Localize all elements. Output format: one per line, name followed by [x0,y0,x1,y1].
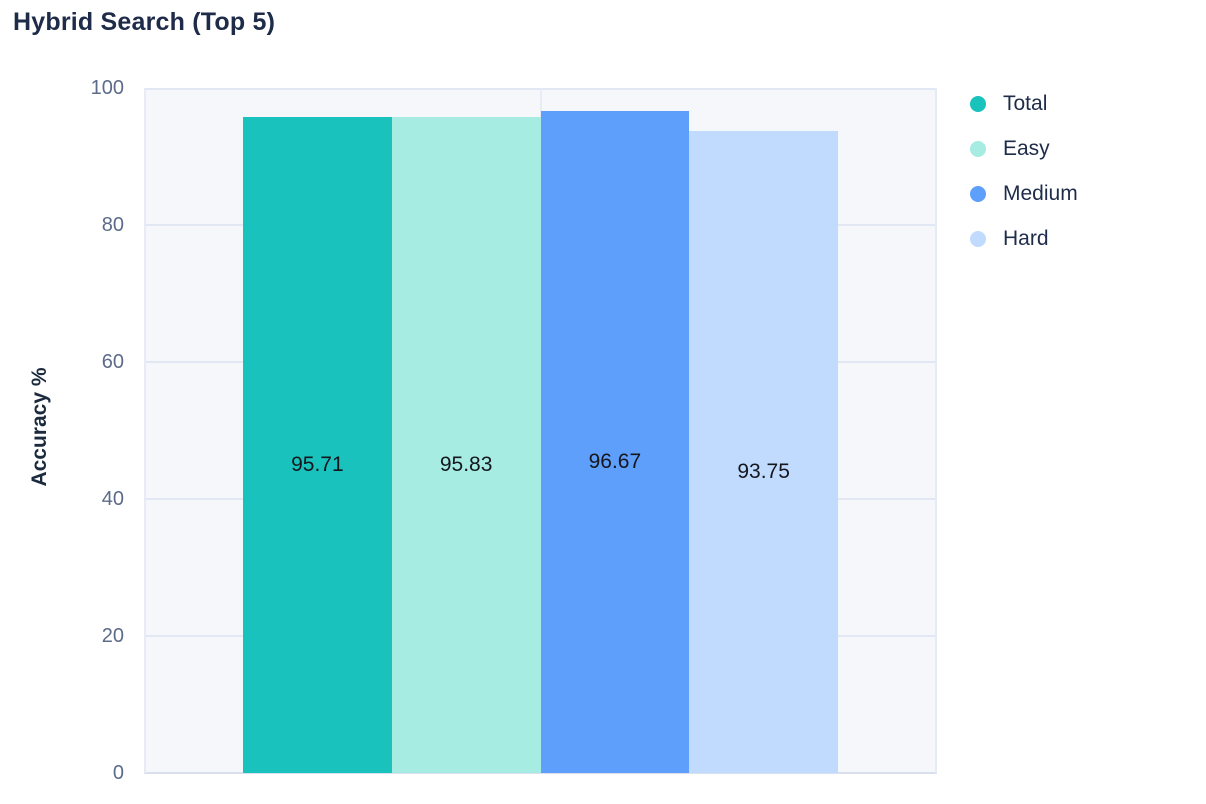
legend-item-hard[interactable]: Hard [970,225,1078,253]
y-tick-label-80: 80 [101,214,124,236]
bar-value-label-total: 95.71 [291,453,344,477]
legend-dot-icon [970,186,986,202]
vertical-gridline-2 [935,88,937,773]
chart-title: Hybrid Search (Top 5) [13,8,276,36]
y-tick-label-40: 40 [101,488,124,510]
vertical-gridline-0 [144,88,146,773]
legend-label: Hard [1003,227,1049,250]
y-tick-label-100: 100 [90,77,124,99]
bar-easy[interactable] [391,116,541,773]
legend-dot-icon [970,96,986,112]
y-tick-label-20: 20 [101,625,124,647]
legend-label: Total [1003,92,1048,115]
bar-value-label-easy: 95.83 [439,452,493,476]
legend-item-total[interactable]: Total [970,90,1078,118]
plot-area: 95.71 95.83 96.67 93.75 [144,88,937,774]
bar-hard[interactable] [689,130,838,773]
y-tick-label-0: 0 [112,762,124,784]
legend: Total Easy Medium Hard [970,90,1078,253]
legend-dot-icon [970,141,986,157]
legend-item-easy[interactable]: Easy [970,135,1078,163]
legend-dot-icon [970,231,986,247]
bar-total[interactable] [243,117,392,773]
y-tick-label-60: 60 [101,351,124,373]
legend-label: Easy [1003,137,1050,160]
legend-item-medium[interactable]: Medium [970,180,1078,208]
bar-medium[interactable] [540,110,690,773]
bar-value-label-medium: 96.67 [588,449,642,473]
bar-value-label-hard: 93.75 [737,459,790,483]
legend-label: Medium [1003,182,1078,205]
x-axis-line [144,772,937,774]
